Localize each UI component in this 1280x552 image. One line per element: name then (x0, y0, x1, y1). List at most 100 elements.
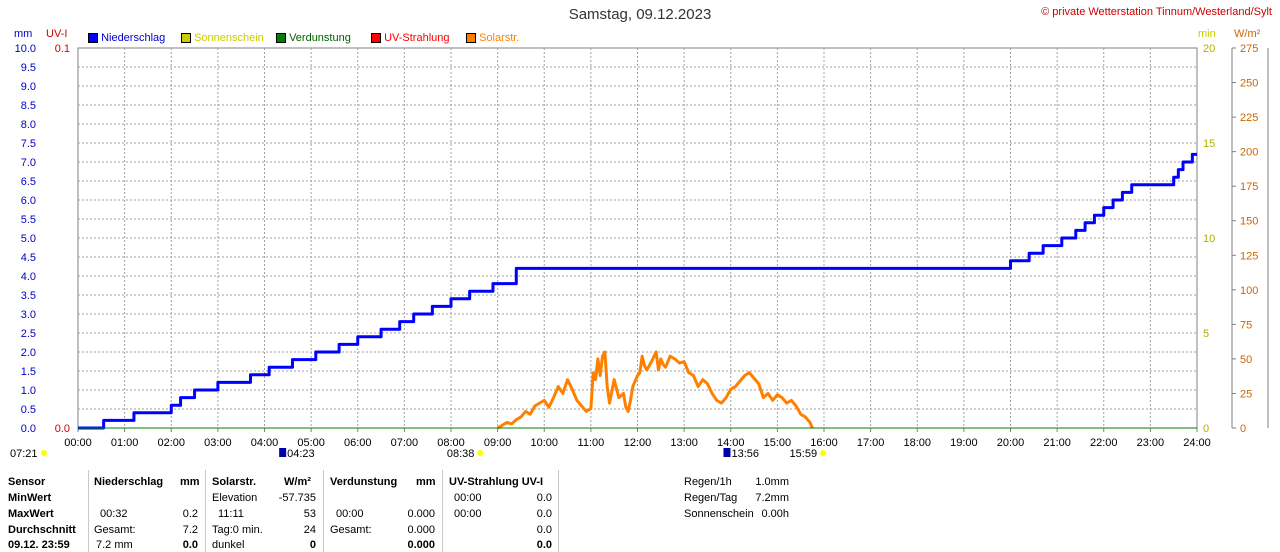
marker-label: 07:21 (10, 448, 38, 460)
y-tick-mm: 10.0 (15, 43, 36, 55)
summary-value: 7.2mm (755, 492, 789, 504)
y-tick-wm2: 150 (1240, 216, 1258, 228)
marker-dot (820, 450, 827, 456)
y-tick-wm2: 0 (1240, 423, 1246, 435)
stats-value: Gesamt: (330, 524, 372, 536)
stats-value: 0.000 (407, 508, 435, 520)
marker-dot (41, 450, 47, 456)
stats-value: 00:00 (336, 508, 364, 520)
y-tick-mm: 6.5 (21, 176, 36, 188)
summary-label: Regen/1h (684, 476, 732, 488)
y-tick-wm2: 200 (1240, 147, 1258, 159)
marker-label: 13:56 (731, 448, 759, 460)
x-tick-label: 11:00 (578, 437, 605, 449)
stats-niederschlag-title: Niederschlag (94, 476, 164, 488)
stats-solar-unit: W/m² (284, 476, 311, 488)
y-tick-min: 10 (1203, 233, 1215, 245)
stats-value: -57.735 (278, 492, 316, 504)
x-tick-label: 13:00 (670, 437, 698, 449)
stats-value: 0.2 (182, 508, 198, 520)
x-tick-label: 01:00 (111, 437, 139, 449)
y-tick-mm: 6.0 (21, 195, 36, 207)
y-tick-wm2: 100 (1240, 285, 1258, 297)
legend-item-sonnenschein: Sonnenschein (181, 32, 264, 44)
y-tick-wm2: 50 (1240, 354, 1252, 366)
y-tick-wm2: 25 (1240, 388, 1252, 400)
stats-value: 0.0 (536, 524, 552, 536)
x-tick-label: 07:00 (391, 437, 419, 449)
y-tick-wm2: 250 (1240, 78, 1258, 90)
x-tick-label: 19:00 (950, 437, 978, 449)
x-tick-label: 17:00 (857, 437, 885, 449)
stats-verdunstung-unit: mm (416, 476, 436, 488)
y-tick-min: 0 (1203, 423, 1209, 435)
y-tick-mm: 9.5 (21, 62, 36, 74)
stats-value: Tag:0 min. (212, 524, 263, 536)
y-tick-mm: 3.5 (21, 290, 36, 302)
x-tick-label: 00:00 (64, 437, 92, 449)
stats-row-label: 09.12. 23:59 (8, 539, 70, 551)
x-tick-label: 10:00 (530, 437, 558, 449)
x-tick-label: 18:00 (903, 437, 931, 449)
marker-label: 15:59 (790, 448, 818, 460)
legend-swatch (88, 33, 98, 44)
marker-icon (279, 448, 287, 457)
y-tick-mm: 5.5 (21, 214, 36, 226)
x-tick-label: 23:00 (1137, 437, 1165, 449)
y-tick-mm: 7.0 (21, 157, 36, 169)
y-tick-mm: 8.0 (21, 119, 36, 131)
y-tick-min: 20 (1203, 43, 1215, 55)
chart-title: Samstag, 09.12.2023 (568, 6, 712, 23)
stats-value: 7.2 (182, 524, 198, 536)
legend-swatch (371, 33, 381, 44)
chart-labels: 0.0 0.5 1.0 1.5 2.0 2.5 3.0 3.5 4.0 4.5 5.0 5.5 6.0 6… (10, 43, 1258, 460)
x-tick-label: 24:00 (1183, 437, 1211, 449)
y-tick-mm: 1.5 (21, 366, 36, 378)
y-tick-mm: 0.5 (21, 404, 36, 416)
stats-niederschlag-unit: mm (180, 476, 200, 488)
x-tick-label: 09:00 (484, 437, 512, 449)
y-tick-mm: 1.0 (21, 385, 36, 397)
y-tick-wm2: 175 (1240, 181, 1258, 193)
legend-item-solar: Solarstr. (466, 32, 519, 44)
y-tick-wm2: 275 (1240, 43, 1258, 55)
unit-min: min (1198, 28, 1216, 40)
legend-item-uv: UV-Strahlung (371, 32, 450, 44)
stats-row-label: MinWert (8, 492, 52, 504)
unit-wm2: W/m² (1234, 28, 1261, 40)
x-tick-label: 04:00 (251, 437, 279, 449)
chart-series (78, 152, 1197, 430)
y-tick-mm: 4.5 (21, 252, 36, 264)
weather-chart: 0.0 0.5 1.0 1.5 2.0 2.5 3.0 3.5 4.0 4.5 5.0 5.5 6.0 6… (10, 43, 1269, 460)
stats-uv-title: UV-Strahlung UV-I (449, 476, 544, 488)
x-tick-label: 02:00 (157, 437, 185, 449)
x-tick-label: 08:00 (437, 437, 465, 449)
x-tick-label: 12:00 (624, 437, 652, 449)
x-tick-label: 21:00 (1043, 437, 1071, 449)
y-tick-mm: 5.0 (21, 233, 36, 245)
x-tick-label: 20:00 (997, 437, 1025, 449)
chart-grid (77, 47, 1198, 429)
x-tick-label: 06:00 (344, 437, 372, 449)
series-niederschlag (78, 152, 1197, 430)
y-tick-min: 15 (1203, 138, 1215, 150)
stats-row-label: MaxWert (8, 508, 54, 520)
stats-value: 0.0 (182, 539, 198, 551)
summary-value: 0.00h (761, 508, 789, 520)
y-tick-mm: 3.0 (21, 309, 36, 321)
stats-value: 0.000 (407, 524, 435, 536)
series-solarstr (496, 350, 814, 430)
y-tick-wm2: 125 (1240, 250, 1258, 262)
x-tick-label: 22:00 (1090, 437, 1118, 449)
marker-label: 04:23 (287, 448, 315, 460)
stats-value: 53 (303, 508, 316, 520)
legend-swatch (466, 33, 476, 44)
stats-value: Gesamt: (94, 524, 136, 536)
y-tick-mm: 2.0 (21, 347, 36, 359)
stats-value: 11:11 (218, 508, 244, 520)
y-tick-mm: 9.0 (21, 81, 36, 93)
y-tick-min: 5 (1203, 328, 1209, 340)
marker-dot (477, 450, 484, 456)
y-tick-mm: 7.5 (21, 138, 36, 150)
legend-item-verdunstung: Verdunstung (276, 32, 351, 44)
